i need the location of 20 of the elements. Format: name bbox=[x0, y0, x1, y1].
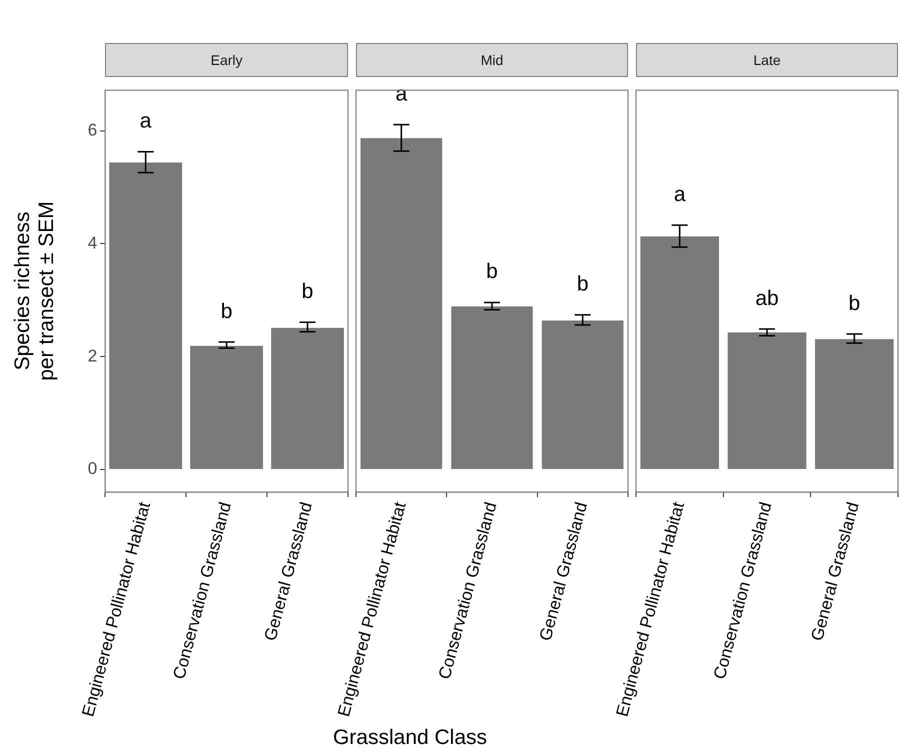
chart-title: Late bbox=[636, 43, 898, 77]
annotation: a bbox=[674, 182, 686, 206]
annotation: b bbox=[576, 272, 589, 296]
y-tick-label: 0 bbox=[88, 459, 98, 478]
bar bbox=[190, 346, 264, 470]
annotation: b bbox=[302, 280, 314, 303]
chart-title: Mid bbox=[356, 43, 628, 77]
annotation: a bbox=[140, 110, 152, 133]
y-tick-label: 6 bbox=[88, 120, 98, 140]
y-tick-label: 2 bbox=[88, 346, 98, 366]
bar bbox=[271, 328, 344, 470]
y-axis-title: Species richness per transect ± SEM bbox=[11, 200, 59, 383]
annotation: b bbox=[848, 292, 860, 315]
annotation: b bbox=[220, 300, 232, 323]
x-axis-title: Grassland Class bbox=[332, 726, 488, 750]
y-tick-label: 4 bbox=[88, 233, 98, 252]
chart-title: Early bbox=[105, 43, 348, 77]
annotation: b bbox=[486, 260, 498, 284]
bar bbox=[109, 162, 182, 470]
annotation: ab bbox=[755, 286, 779, 310]
